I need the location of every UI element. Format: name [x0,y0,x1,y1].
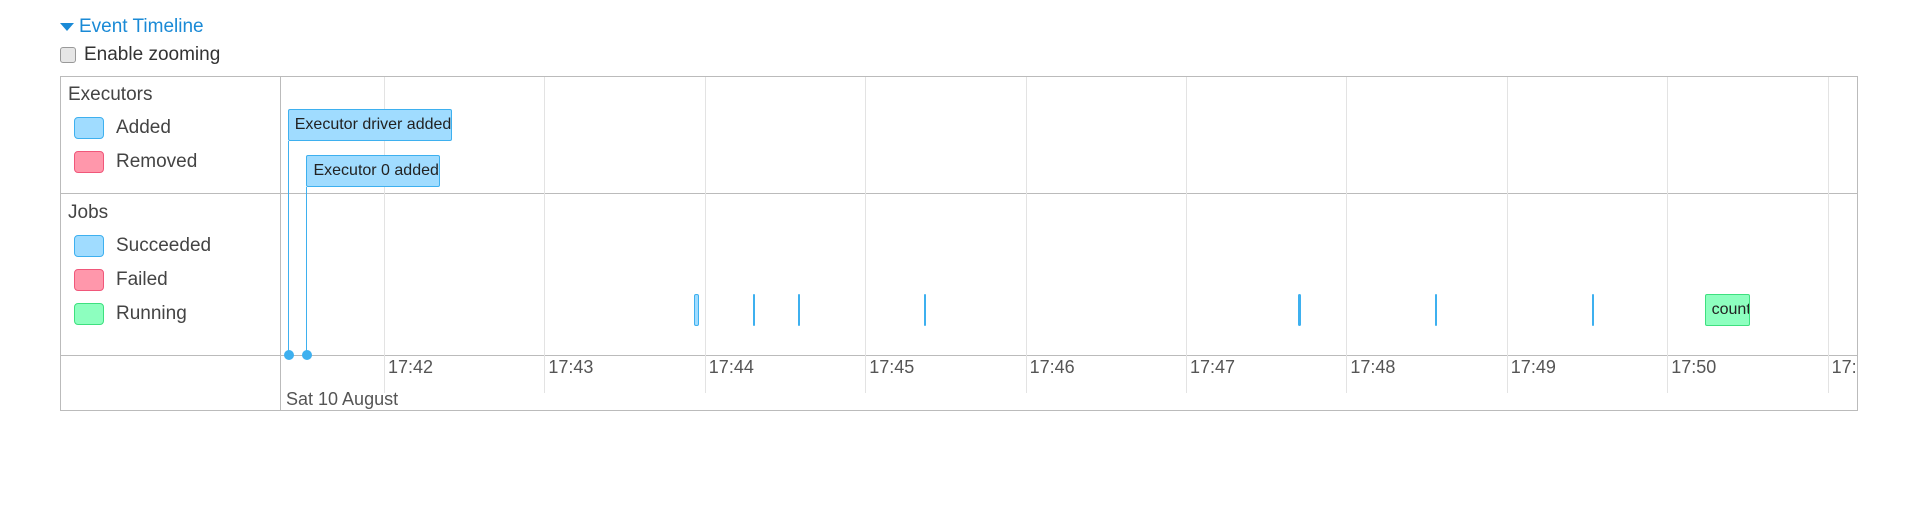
legend-label-removed: Removed [116,151,198,172]
job-succeeded[interactable] [1592,294,1595,326]
axis-line [61,355,1857,356]
job-succeeded[interactable] [924,294,926,326]
executor-event-line [306,187,308,355]
grid-line [384,77,385,393]
grid-line [1506,77,1508,393]
axis-tick-label: 17:43 [548,357,594,377]
event-timeline-toggle[interactable]: Event Timeline [60,16,204,38]
enable-zooming-toggle[interactable]: Enable zooming [60,44,220,66]
group-label-executors: Executors [68,84,153,105]
timeline-canvas[interactable]: Sat 10 August 17:42 17:43 17:44 17:45 17:46 1… [281,77,1857,410]
job-succeeded[interactable] [694,294,700,326]
timeline-panel: Executors Added Removed Jobs Succeeded F… [60,76,1858,411]
axis-tick-label: 17:48 [1350,357,1396,377]
grid-line [1346,77,1348,393]
legend-label-failed: Failed [116,269,168,290]
job-succeeded[interactable] [1434,294,1437,326]
executor-event-dot[interactable] [302,350,313,360]
enable-zooming-checkbox[interactable] [60,47,76,63]
legend-swatch-succeeded [74,235,104,257]
legend-swatch-removed [74,151,104,173]
grid-line [1025,77,1027,393]
grid-line [1827,77,1829,393]
legend-swatch-running [74,303,104,325]
axis-tick-label: 17:47 [1190,357,1236,377]
grid-line [704,77,706,393]
legend-label-added: Added [116,117,171,138]
enable-zooming-label: Enable zooming [84,44,221,65]
grid-line [865,77,867,393]
group-divider [61,193,1857,194]
axis-tick-label: 17:46 [1029,357,1075,377]
axis-tick-label: 17:50 [1671,357,1717,377]
job-succeeded[interactable] [798,294,801,326]
job-succeeded[interactable] [1298,294,1301,326]
axis-tick-label: 17:45 [869,357,915,377]
axis-tick-label: 17:49 [1510,357,1556,377]
group-labels: Executors Added Removed Jobs Succeeded F… [61,77,281,410]
executor-event-line [287,141,289,355]
legend-swatch-failed [74,269,104,291]
job-running[interactable]: count [1704,294,1751,326]
grid-line [544,77,546,393]
event-timeline-title: Event Timeline [79,16,204,37]
legend-label-succeeded: Succeeded [116,235,212,256]
executor-event-box[interactable]: Executor driver added [287,109,453,141]
axis-tick-label: 17:51 [1831,357,1857,377]
axis-tick-label: 17:44 [708,357,754,377]
executor-event-box[interactable]: Executor 0 added [306,155,440,187]
date-label: Sat 10 August [286,389,399,409]
job-succeeded[interactable] [752,294,755,326]
grid-line [1667,77,1669,393]
group-label-jobs: Jobs [68,202,109,223]
caret-down-icon [60,23,74,31]
grid-line [1186,77,1187,393]
legend-label-running: Running [116,303,187,324]
executor-event-dot[interactable] [283,350,294,360]
axis-tick-label: 17:42 [388,357,434,377]
legend-swatch-added [74,117,104,139]
